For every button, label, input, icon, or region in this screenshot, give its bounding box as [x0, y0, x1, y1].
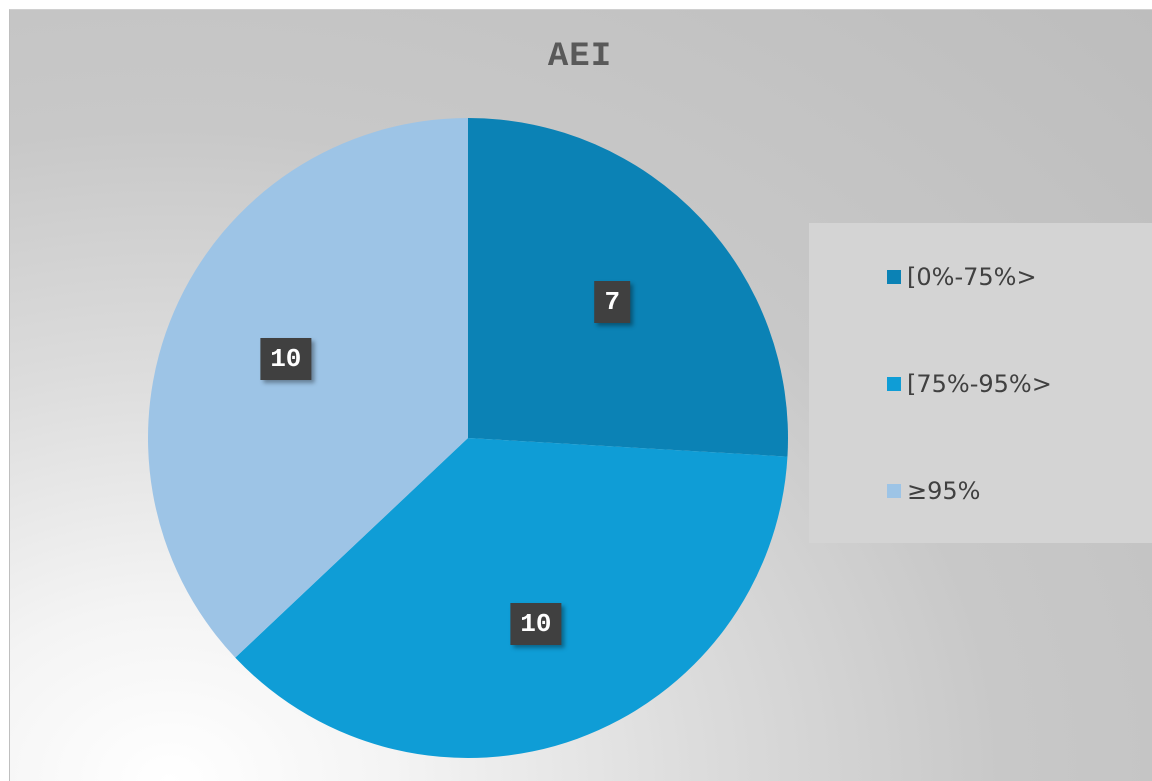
legend-swatch: [887, 270, 901, 284]
legend-item: ≥95%: [887, 477, 980, 505]
legend-label: [75%-95%>: [907, 370, 1052, 398]
legend-label: [0%-75%>: [907, 263, 1037, 291]
pie-slice: [148, 118, 468, 658]
chart-title: AEI: [547, 38, 613, 76]
legend-label: ≥95%: [907, 477, 981, 505]
legend: [0%-75%> [75%-95%> ≥95%: [809, 223, 1152, 543]
legend-swatch: [887, 377, 901, 391]
slice-data-label: 7: [594, 280, 631, 323]
slice-data-label: 10: [260, 338, 312, 381]
pie-slice: [235, 438, 788, 759]
legend-swatch: [887, 484, 901, 498]
legend-item: [75%-95%>: [887, 370, 1052, 398]
legend-item: [0%-75%>: [887, 263, 1037, 291]
slice-data-label: 10: [510, 603, 562, 646]
